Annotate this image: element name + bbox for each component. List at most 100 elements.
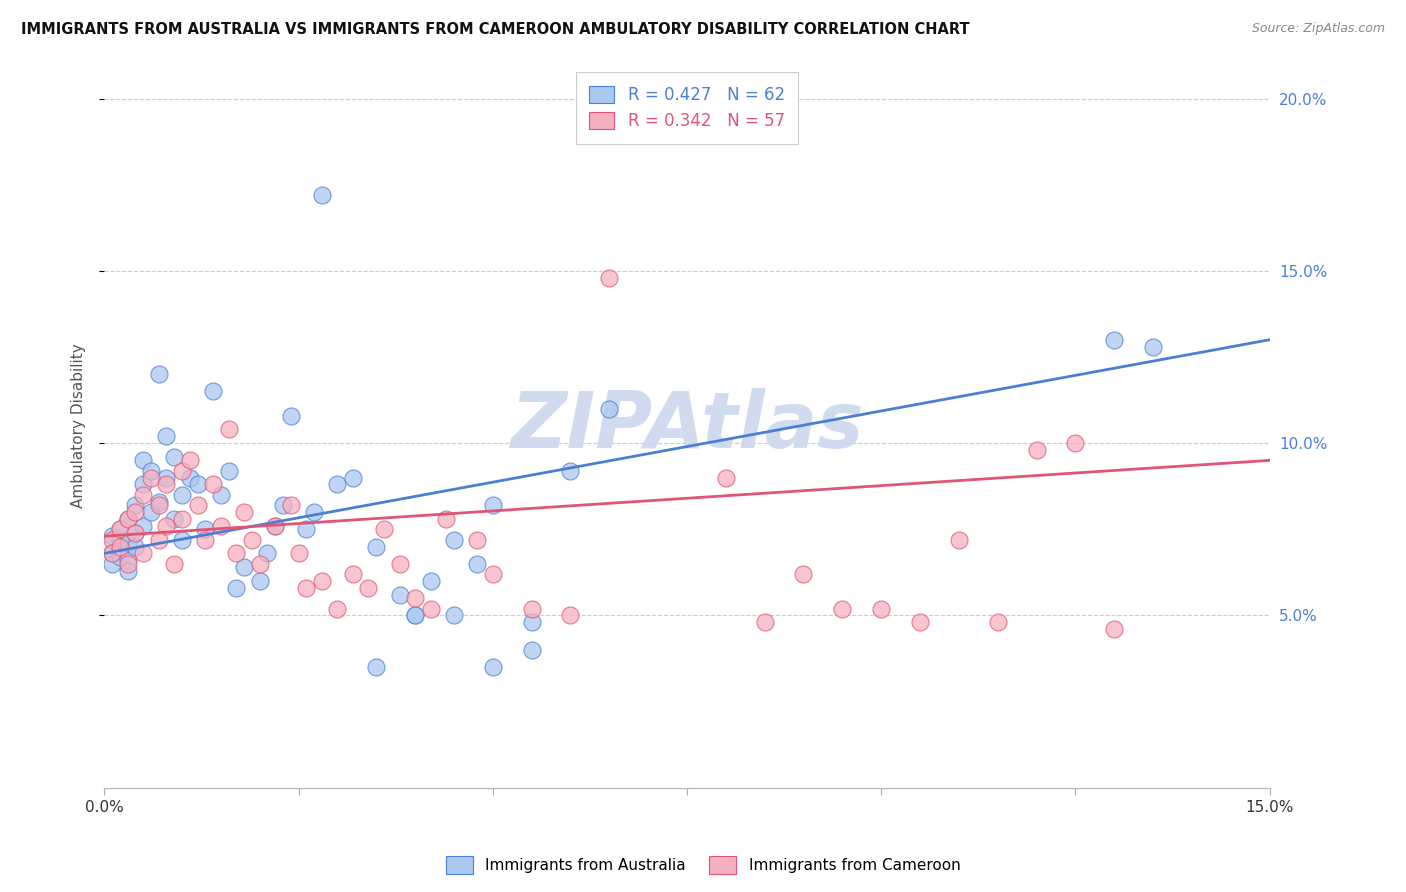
Point	[342, 567, 364, 582]
Text: ZIPAtlas: ZIPAtlas	[510, 388, 863, 464]
Point	[233, 505, 256, 519]
Point	[108, 540, 131, 554]
Point	[404, 608, 426, 623]
Point	[209, 488, 232, 502]
Point	[271, 498, 294, 512]
Point	[249, 574, 271, 588]
Point	[108, 533, 131, 547]
Point	[163, 450, 186, 464]
Point	[1102, 622, 1125, 636]
Point	[202, 384, 225, 399]
Point	[155, 519, 177, 533]
Point	[155, 477, 177, 491]
Point	[117, 553, 139, 567]
Point	[148, 498, 170, 512]
Point	[560, 464, 582, 478]
Point	[117, 536, 139, 550]
Point	[124, 505, 146, 519]
Point	[139, 505, 162, 519]
Point	[101, 529, 124, 543]
Point	[179, 453, 201, 467]
Point	[1102, 333, 1125, 347]
Point	[117, 557, 139, 571]
Point	[520, 615, 543, 630]
Point	[108, 549, 131, 564]
Point	[481, 567, 503, 582]
Point	[295, 581, 318, 595]
Point	[148, 494, 170, 508]
Point	[186, 498, 208, 512]
Point	[287, 546, 309, 560]
Point	[124, 540, 146, 554]
Point	[792, 567, 814, 582]
Point	[434, 512, 457, 526]
Point	[155, 429, 177, 443]
Point	[202, 477, 225, 491]
Point	[194, 533, 217, 547]
Point	[233, 560, 256, 574]
Point	[1142, 340, 1164, 354]
Point	[342, 470, 364, 484]
Point	[132, 519, 155, 533]
Point	[443, 533, 465, 547]
Point	[1064, 436, 1087, 450]
Point	[179, 470, 201, 484]
Point	[831, 601, 853, 615]
Point	[388, 557, 411, 571]
Point	[163, 557, 186, 571]
Point	[124, 525, 146, 540]
Point	[132, 546, 155, 560]
Point	[256, 546, 278, 560]
Point	[132, 488, 155, 502]
Point	[117, 564, 139, 578]
Point	[481, 660, 503, 674]
Point	[209, 519, 232, 533]
Point	[139, 470, 162, 484]
Point	[987, 615, 1010, 630]
Point	[520, 601, 543, 615]
Point	[326, 477, 349, 491]
Text: IMMIGRANTS FROM AUSTRALIA VS IMMIGRANTS FROM CAMEROON AMBULATORY DISABILITY CORR: IMMIGRANTS FROM AUSTRALIA VS IMMIGRANTS …	[21, 22, 970, 37]
Point	[218, 464, 240, 478]
Point	[101, 533, 124, 547]
Point	[225, 546, 247, 560]
Point	[117, 512, 139, 526]
Point	[194, 522, 217, 536]
Point	[170, 464, 193, 478]
Point	[249, 557, 271, 571]
Point	[357, 581, 380, 595]
Point	[908, 615, 931, 630]
Point	[373, 522, 395, 536]
Point	[295, 522, 318, 536]
Point	[419, 574, 441, 588]
Point	[560, 608, 582, 623]
Point	[948, 533, 970, 547]
Point	[419, 601, 441, 615]
Legend: R = 0.427   N = 62, R = 0.342   N = 57: R = 0.427 N = 62, R = 0.342 N = 57	[576, 72, 799, 144]
Point	[108, 522, 131, 536]
Point	[124, 498, 146, 512]
Point	[170, 512, 193, 526]
Point	[155, 470, 177, 484]
Point	[404, 591, 426, 606]
Point	[148, 533, 170, 547]
Y-axis label: Ambulatory Disability: Ambulatory Disability	[72, 343, 86, 508]
Point	[481, 498, 503, 512]
Point	[366, 660, 388, 674]
Point	[170, 533, 193, 547]
Point	[108, 522, 131, 536]
Point	[101, 546, 124, 560]
Point	[870, 601, 893, 615]
Point	[311, 188, 333, 202]
Point	[388, 588, 411, 602]
Point	[754, 615, 776, 630]
Point	[170, 488, 193, 502]
Point	[124, 525, 146, 540]
Point	[366, 540, 388, 554]
Point	[465, 557, 488, 571]
Text: Source: ZipAtlas.com: Source: ZipAtlas.com	[1251, 22, 1385, 36]
Point	[302, 505, 325, 519]
Point	[404, 608, 426, 623]
Point	[443, 608, 465, 623]
Point	[326, 601, 349, 615]
